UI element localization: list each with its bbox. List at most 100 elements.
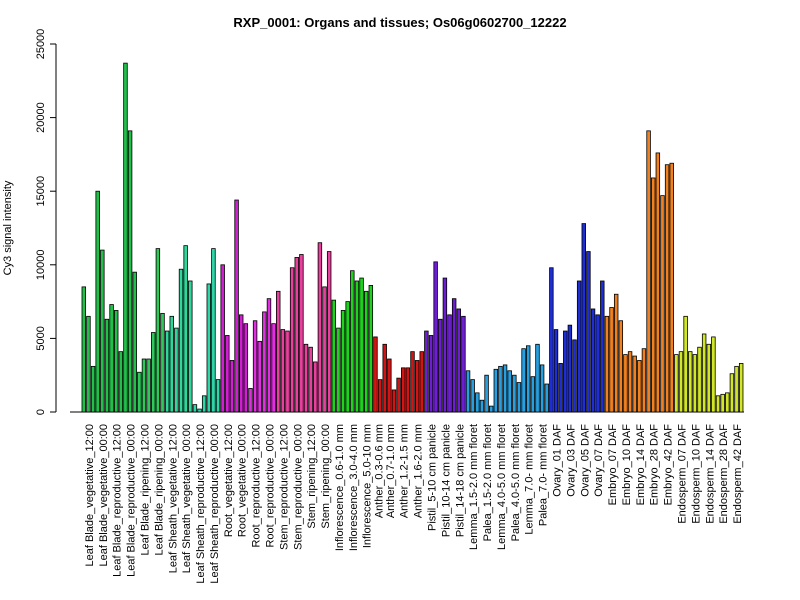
x-tick-label: Embryo_10 DAF bbox=[621, 424, 633, 506]
bar bbox=[234, 199, 239, 413]
bar bbox=[465, 370, 471, 413]
y-tick-label: 25000 bbox=[35, 29, 47, 60]
x-tick-label: Ovary_07 DAF bbox=[593, 424, 605, 497]
bar bbox=[613, 293, 619, 413]
bar bbox=[373, 336, 378, 413]
bar bbox=[160, 312, 165, 413]
bar bbox=[567, 324, 573, 413]
bar bbox=[558, 363, 563, 413]
bar bbox=[526, 345, 531, 413]
bar bbox=[595, 314, 600, 413]
x-tick-label: Lemma_1.5-2.0 mm floret bbox=[468, 424, 480, 550]
bar bbox=[81, 286, 87, 413]
x-tick-label: Embryo_28 DAF bbox=[649, 424, 661, 506]
x-tick-label: Stem_ripening_12:00 bbox=[306, 424, 318, 529]
bar bbox=[530, 376, 536, 413]
bar bbox=[345, 301, 350, 413]
x-tick-label: Anther_1.2-1.5 mm bbox=[399, 424, 411, 518]
x-tick-label: Endosperm_42 DAF bbox=[732, 424, 744, 524]
bar bbox=[618, 320, 624, 413]
bar bbox=[590, 308, 596, 413]
bar bbox=[479, 399, 485, 413]
x-tick-label: Endosperm_28 DAF bbox=[718, 424, 730, 524]
x-tick-label: Root_vegetative_12:00 bbox=[223, 424, 235, 537]
bar bbox=[461, 315, 466, 413]
x-tick-label: Leaf Blade_vegetative_00:00 bbox=[98, 424, 110, 567]
bar bbox=[521, 348, 526, 413]
bar bbox=[285, 330, 290, 413]
bar bbox=[433, 261, 438, 413]
bar bbox=[729, 373, 735, 413]
bar bbox=[484, 374, 489, 413]
bar bbox=[498, 365, 503, 413]
bar bbox=[201, 395, 207, 413]
x-tick-label: Pistil_10-14 cm panicle bbox=[440, 424, 452, 537]
bar bbox=[197, 408, 202, 413]
bar bbox=[405, 367, 411, 413]
y-axis: 0 5000 10000 15000 20000 25000 bbox=[35, 29, 57, 415]
x-tick-label: Inflorescence_3.0-4.0 mm bbox=[348, 424, 360, 551]
bar bbox=[326, 251, 332, 413]
bar bbox=[674, 354, 679, 413]
bar bbox=[664, 164, 670, 413]
bar bbox=[100, 249, 105, 413]
bars-group bbox=[81, 62, 744, 413]
x-tick-label: Root_reproductive_12:00 bbox=[251, 424, 263, 548]
bar bbox=[720, 393, 725, 413]
bar bbox=[442, 277, 448, 413]
bar bbox=[734, 365, 739, 413]
bar bbox=[688, 351, 693, 413]
y-tick-label: 5000 bbox=[35, 326, 47, 350]
bar bbox=[493, 368, 499, 413]
bar bbox=[359, 277, 364, 413]
bar bbox=[262, 311, 267, 413]
bar bbox=[549, 267, 554, 413]
x-tick-label: Root_vegetative_00:00 bbox=[237, 424, 249, 537]
bar bbox=[438, 318, 443, 413]
bar bbox=[553, 329, 559, 413]
bar bbox=[289, 267, 295, 413]
bar bbox=[391, 389, 397, 413]
bar bbox=[456, 308, 461, 413]
bar bbox=[539, 364, 545, 413]
bar bbox=[563, 330, 568, 413]
x-tick-label: Ovary_03 DAF bbox=[565, 424, 577, 497]
x-tick-label: Leaf Blade_vegetative_12:00 bbox=[84, 424, 96, 567]
bar bbox=[123, 62, 128, 413]
bar bbox=[308, 346, 313, 413]
bar bbox=[706, 343, 711, 413]
bar bbox=[655, 152, 661, 413]
bar bbox=[86, 315, 91, 413]
x-tick-label: Palea_4.0-5.0 mm floret bbox=[510, 424, 522, 541]
x-tick-label: Embryo_42 DAF bbox=[663, 424, 675, 506]
bar bbox=[215, 379, 221, 413]
x-tick-label: Palea_1.5-2.0 mm floret bbox=[482, 424, 494, 541]
x-tick-label: Inflorescence_0.6-1.0 mm bbox=[334, 424, 346, 551]
bar bbox=[141, 358, 147, 413]
bar bbox=[475, 392, 480, 413]
bar bbox=[512, 374, 517, 413]
bar bbox=[581, 223, 586, 413]
bar bbox=[401, 367, 406, 413]
bar bbox=[715, 395, 721, 413]
x-tick-label: Lemma_4.0-5.0 mm floret bbox=[496, 424, 508, 550]
bar bbox=[651, 177, 656, 413]
bar bbox=[363, 290, 369, 413]
bar bbox=[169, 315, 174, 413]
y-tick-label: 10000 bbox=[35, 250, 47, 281]
bar bbox=[192, 404, 198, 413]
x-tick-label: Lemma_7.0- mm floret bbox=[524, 424, 536, 535]
x-tick-label: Pistil_5-10 cm panicle bbox=[427, 424, 439, 531]
bar bbox=[109, 304, 114, 413]
bar bbox=[229, 360, 235, 413]
bar bbox=[428, 335, 434, 413]
bar bbox=[637, 360, 642, 413]
bar bbox=[387, 358, 392, 413]
bar bbox=[502, 364, 508, 413]
bar bbox=[410, 351, 415, 413]
bar bbox=[132, 271, 137, 413]
bar bbox=[701, 333, 707, 413]
x-tick-labels: Leaf Blade_vegetative_12:00 Leaf Blade_ve… bbox=[84, 424, 744, 584]
x-tick-label: Leaf Sheath_reproductive_12:00 bbox=[195, 424, 207, 584]
